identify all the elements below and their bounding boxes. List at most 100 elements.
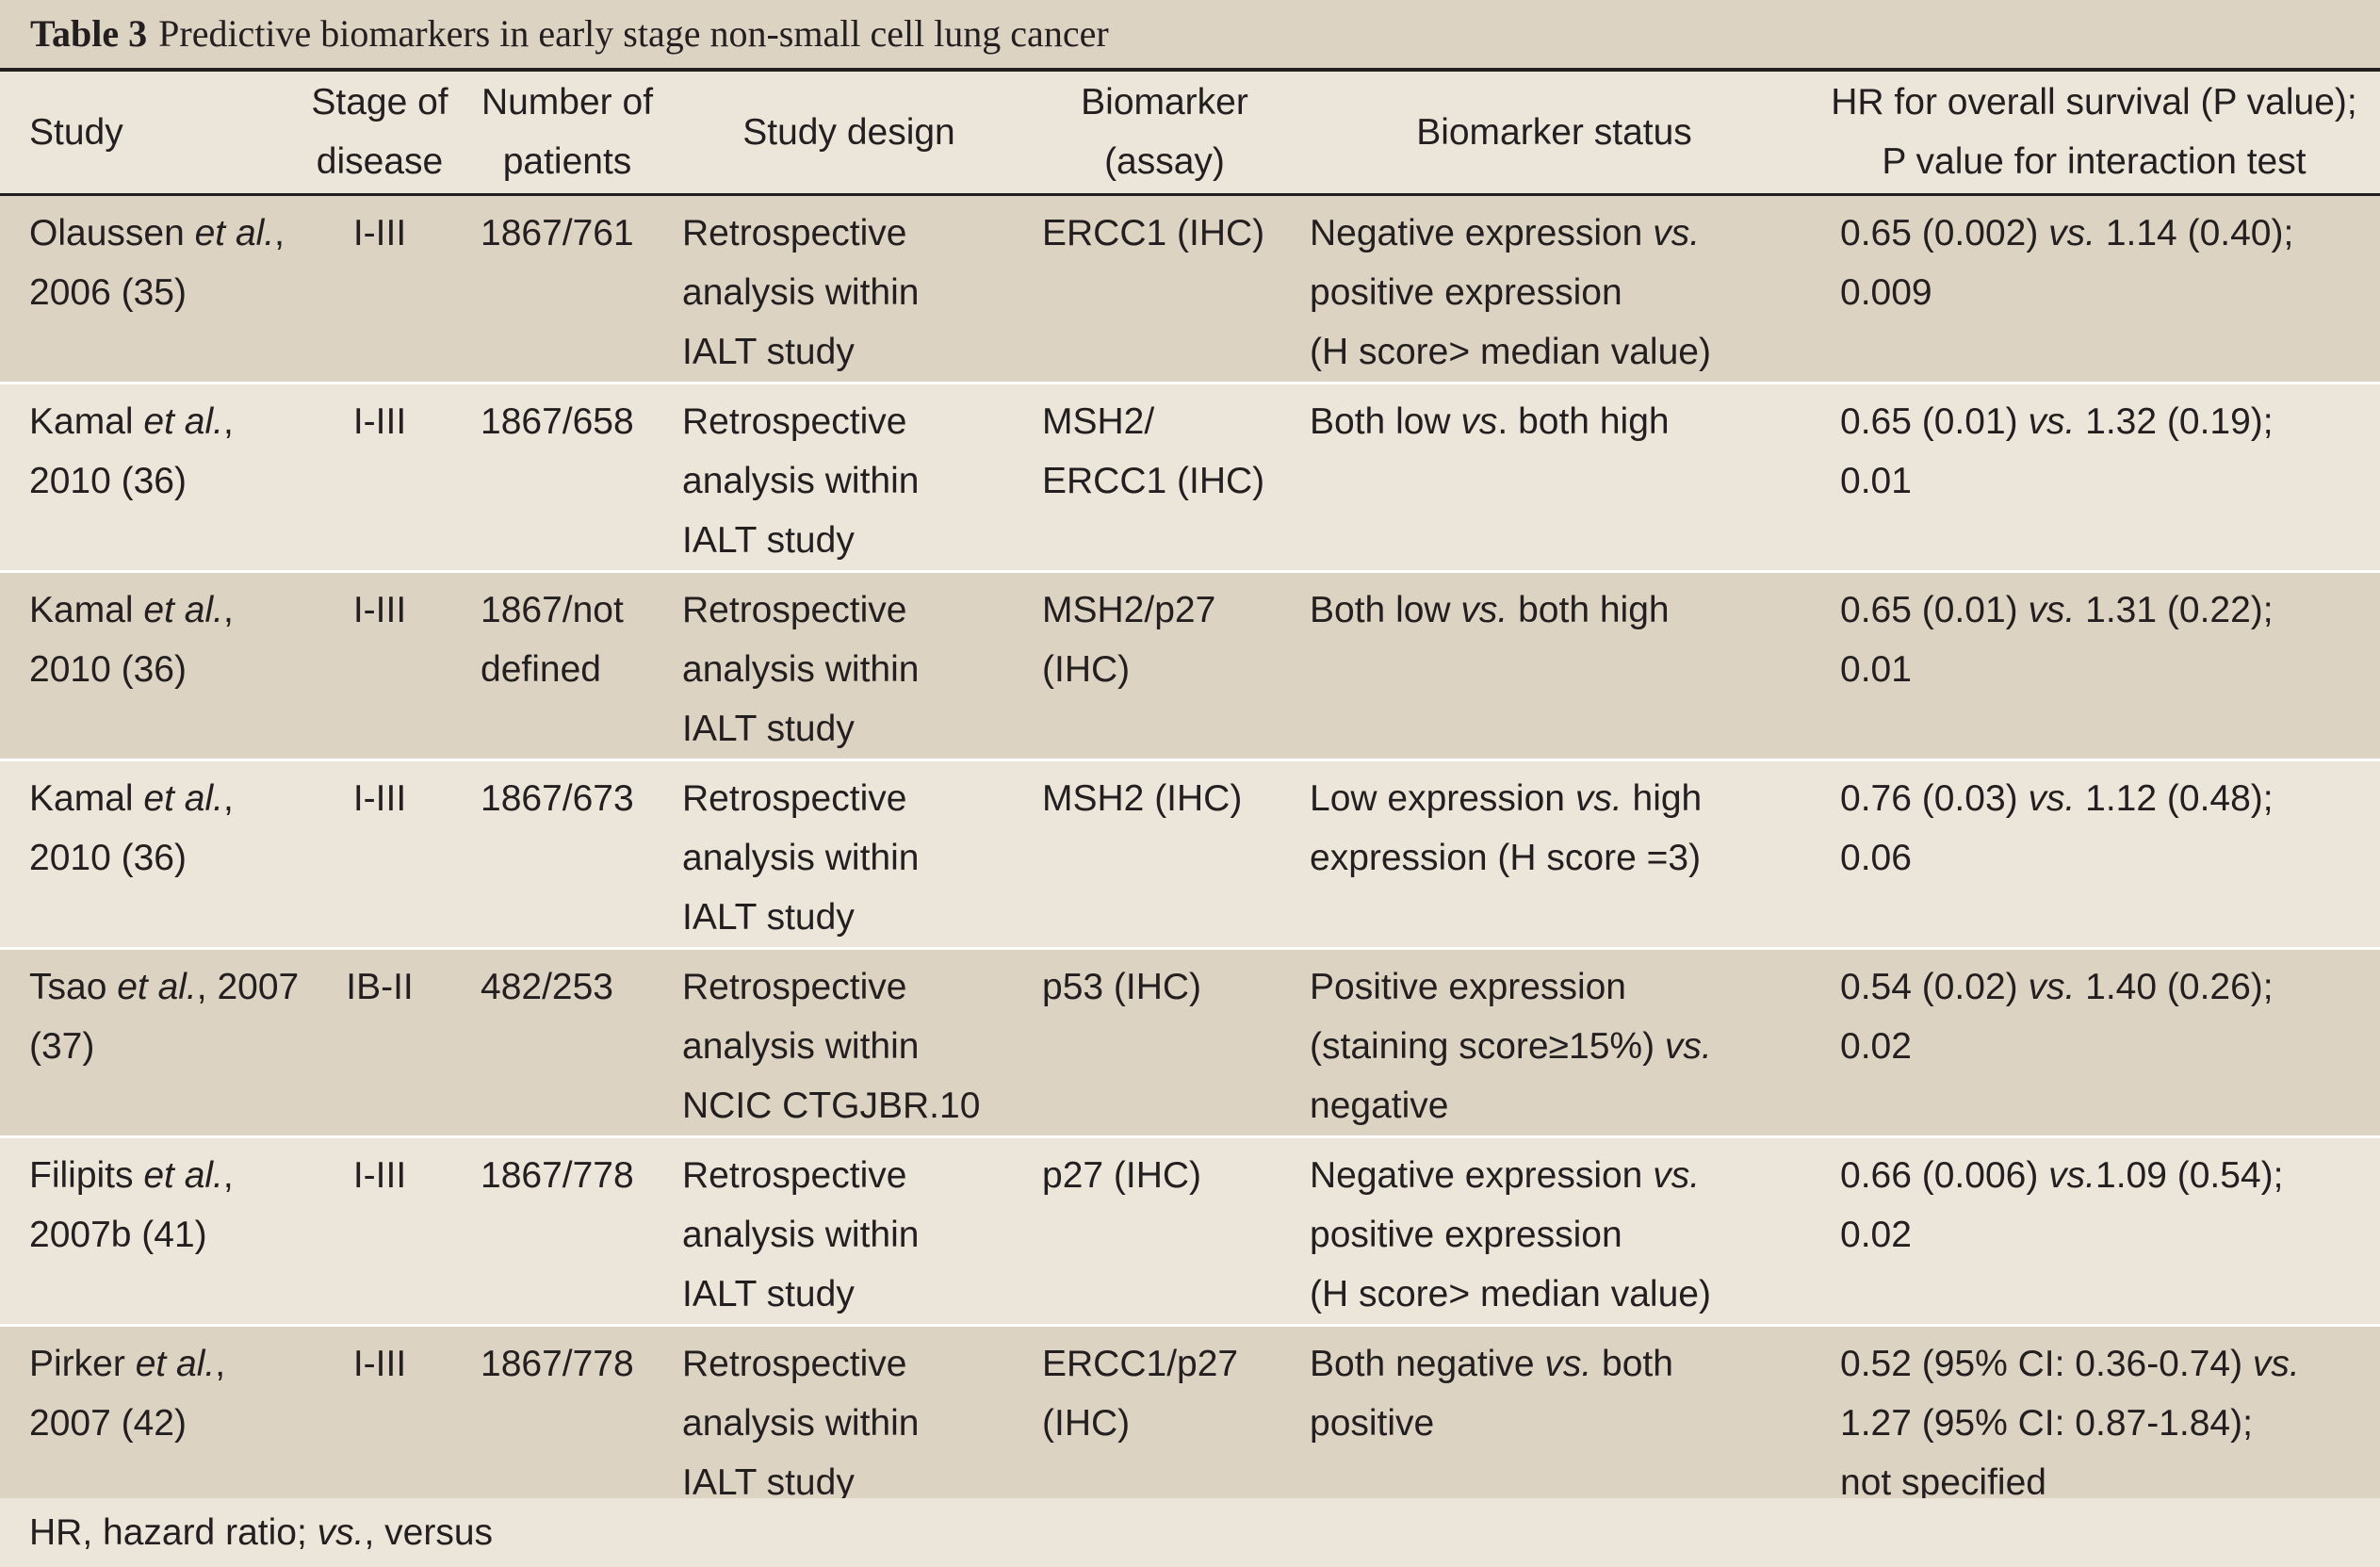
cell-number: 1867/673 xyxy=(465,758,669,948)
cell-line: ERCC1 (IHC) xyxy=(1042,451,1295,511)
cell-design: Retrospective analysis within IALT study xyxy=(669,758,1029,948)
cell-text: , xyxy=(222,1154,234,1196)
cell-text: Low expression xyxy=(1310,777,1575,819)
cell-text: I-III xyxy=(352,1154,407,1196)
cell-line: 0.02 xyxy=(1840,1205,2374,1265)
cell-text: NCIC CTGJBR.10 xyxy=(682,1085,981,1126)
cell-design: Retrospective analysis within NCIC CTGJBR.… xyxy=(669,946,1029,1136)
header-line: patients xyxy=(502,141,632,183)
table-body: Olaussen et al., 2006 (35) I-III 1867/761 Re… xyxy=(0,194,2380,1515)
cell-text: IALT study xyxy=(682,1461,855,1503)
cell-status: Both negative vs. both positive xyxy=(1300,1323,1808,1515)
cell-text: IALT study xyxy=(682,896,855,938)
cell-line: (H score> median value) xyxy=(1310,1265,1802,1324)
cell-study: Tsao et al., 2007 (37) xyxy=(0,946,299,1136)
cell-biomarker: MSH2/ERCC1 (IHC) xyxy=(1029,381,1300,571)
cell-text: vs. xyxy=(1574,777,1622,819)
header-line: Biomarker status xyxy=(1416,111,1692,153)
cell-line: Tsao et al., 2007 xyxy=(29,957,299,1017)
cell-line: 1.27 (95% CI: 0.87-1.84); xyxy=(1840,1394,2374,1453)
cell-text: (37) xyxy=(29,1025,95,1067)
cell-text: negative xyxy=(1310,1085,1449,1126)
cell-line: Negative expression vs. xyxy=(1310,204,1802,263)
cell-text: Kamal xyxy=(29,400,144,442)
cell-line: 2006 (35) xyxy=(29,263,288,322)
cell-text: 0.02 xyxy=(1840,1214,1912,1255)
cell-text: ERCC1 (IHC) xyxy=(1042,460,1265,501)
cell-number: 1867/761 xyxy=(465,194,669,383)
cell-line: (37) xyxy=(29,1017,288,1076)
cell-text: Kamal xyxy=(29,589,144,630)
cell-text: vs. xyxy=(2028,966,2076,1007)
cell-line: 0.65 (0.002) vs. 1.14 (0.40); xyxy=(1840,204,2374,263)
table-row: Filipits et al., 2007b (41) I-III 1867/778 R… xyxy=(0,1134,2380,1325)
cell-line: not specified xyxy=(1840,1453,2374,1512)
cell-stage: IB-II xyxy=(294,946,465,1136)
cell-text: Retrospective xyxy=(682,777,907,819)
cell-text: Retrospective xyxy=(682,400,907,442)
cell-biomarker: MSH2/p27 (IHC) xyxy=(1029,569,1300,759)
cell-text: Pirker xyxy=(29,1343,136,1384)
cell-text: 0.66 (0.006) xyxy=(1840,1154,2049,1196)
table-row: Pirker et al., 2007 (42) I-III 1867/778 Retr… xyxy=(0,1323,2380,1515)
cell-line: 2007b (41) xyxy=(29,1205,288,1265)
cell-text: , xyxy=(215,1343,226,1384)
cell-text: I-III xyxy=(352,400,407,442)
table-caption: Table 3 Predictive biomarkers in early st… xyxy=(0,0,2380,68)
cell-stage: I-III xyxy=(294,194,465,383)
cell-line: Kamal et al., xyxy=(29,769,288,828)
cell-text: vs. xyxy=(1664,1025,1712,1067)
cell-hr: 0.54 (0.02) vs. 1.40 (0.26); 0.02 xyxy=(1808,946,2380,1136)
cell-text: Both negative xyxy=(1310,1343,1545,1384)
cell-line: Negative expression vs. xyxy=(1310,1146,1802,1205)
cell-line: analysis within xyxy=(682,263,1023,322)
cell-text: analysis within xyxy=(682,460,920,501)
cell-line: Filipits et al., xyxy=(29,1146,288,1205)
cell-text: Kamal xyxy=(29,777,144,819)
cell-line: 1867/673 xyxy=(481,769,663,828)
cell-line: MSH2/p27 xyxy=(1042,580,1295,640)
cell-design: Retrospective analysis within IALT study xyxy=(669,1323,1029,1515)
cell-line: negative xyxy=(1310,1076,1802,1135)
cell-text: Retrospective xyxy=(682,966,907,1007)
cell-text: IALT study xyxy=(682,1273,855,1314)
cell-text: 1.12 (0.48); xyxy=(2075,777,2274,819)
cell-text: 1.14 (0.40); xyxy=(2095,212,2294,253)
cell-text: Retrospective xyxy=(682,212,907,253)
cell-line: 1867/778 xyxy=(481,1334,663,1394)
cell-biomarker: MSH2 (IHC) xyxy=(1029,758,1300,948)
cell-text: et al. xyxy=(117,966,197,1007)
cell-text: vs. xyxy=(2028,589,2076,630)
cell-text: Both low xyxy=(1310,400,1461,442)
cell-text: both high xyxy=(1508,589,1670,630)
cell-hr: 0.65 (0.002) vs. 1.14 (0.40); 0.009 xyxy=(1808,194,2380,383)
cell-status: Both low vs. both high xyxy=(1300,381,1808,571)
cell-text: I-III xyxy=(352,1343,407,1384)
cell-line: IALT study xyxy=(682,511,1023,570)
cell-line: Olaussen et al., xyxy=(29,204,288,263)
header-study: Study xyxy=(0,72,294,196)
cell-text: Retrospective xyxy=(682,1343,907,1384)
cell-text: et al. xyxy=(143,1154,223,1196)
cell-text: vs. xyxy=(2048,1154,2095,1196)
cell-design: Retrospective analysis within IALT study xyxy=(669,381,1029,571)
cell-line: 1867/not xyxy=(481,580,663,640)
cell-text: p53 (IHC) xyxy=(1042,966,1202,1007)
cell-line: p53 (IHC) xyxy=(1042,957,1295,1017)
cell-text: 0.65 (0.01) xyxy=(1840,589,2029,630)
cell-line: 482/253 xyxy=(481,957,663,1017)
cell-text: (H score> median value) xyxy=(1310,1273,1711,1314)
cell-line: 0.01 xyxy=(1840,640,2374,699)
cell-line: IALT study xyxy=(682,699,1023,759)
cell-text: ERCC1/p27 xyxy=(1042,1343,1239,1384)
cell-text: 1.32 (0.19); xyxy=(2075,400,2274,442)
cell-hr: 0.65 (0.01) vs. 1.32 (0.19); 0.01 xyxy=(1808,381,2380,571)
cell-line: ERCC1 (IHC) xyxy=(1042,204,1295,263)
cell-line: Pirker et al., xyxy=(29,1334,288,1394)
cell-text: 1.27 (95% CI: 0.87-1.84); xyxy=(1840,1402,2253,1444)
cell-text: vs. xyxy=(1653,1154,1701,1196)
cell-line: IALT study xyxy=(682,1453,1023,1512)
cell-text: 0.01 xyxy=(1840,460,1912,501)
cell-text: vs. xyxy=(1653,212,1701,253)
cell-line: Positive expression xyxy=(1310,957,1802,1017)
